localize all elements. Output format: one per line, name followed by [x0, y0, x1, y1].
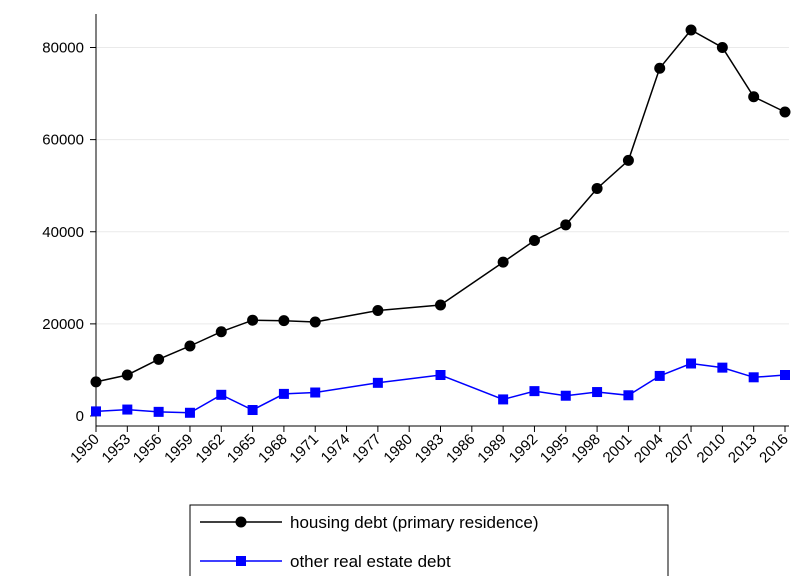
x-tick-label: 2010 [694, 431, 730, 467]
data-point-other [122, 404, 133, 415]
x-tick-label: 1959 [161, 431, 197, 467]
x-tick-label: 1962 [192, 431, 228, 467]
x-tick-label: 1974 [318, 431, 354, 467]
data-point-housing [591, 182, 603, 194]
data-point-other [498, 394, 509, 405]
y-tick-label: 60000 [42, 132, 84, 149]
gridlines [96, 47, 789, 325]
y-tick-label: 20000 [42, 316, 84, 333]
y-tick-label: 0 [76, 408, 84, 425]
data-point-housing [654, 62, 666, 74]
data-point-housing [215, 326, 227, 338]
data-point-housing [528, 235, 540, 247]
data-point-housing [153, 353, 165, 365]
series-group [90, 24, 791, 418]
legend-label-other: other real estate debt [290, 552, 451, 571]
x-tick-label: 2007 [662, 431, 698, 467]
x-tick-label: 1971 [286, 431, 322, 467]
data-point-housing [497, 256, 509, 268]
x-tick-label: 1986 [443, 431, 479, 467]
x-tick-label: 2001 [600, 431, 636, 467]
x-tick-label: 1953 [99, 431, 135, 467]
data-point-other [310, 387, 321, 398]
x-tick-label: 1977 [349, 431, 385, 467]
x-tick-label: 1998 [568, 431, 604, 467]
data-point-other [529, 386, 540, 397]
axes: 0200004000060000800001950195319561959196… [42, 14, 792, 466]
legend-box [189, 504, 669, 576]
data-point-other [748, 372, 759, 383]
data-point-other [592, 387, 603, 398]
x-tick-label: 1980 [380, 431, 416, 467]
data-point-other [278, 388, 289, 399]
data-point-other [184, 407, 195, 418]
data-point-other [91, 406, 101, 417]
data-point-other [153, 406, 164, 417]
y-tick-label: 80000 [42, 40, 84, 57]
data-point-housing [748, 91, 760, 103]
x-tick-label: 1950 [67, 431, 103, 467]
data-point-other [247, 405, 258, 416]
data-point-housing [435, 299, 446, 311]
data-point-housing [622, 154, 634, 166]
data-point-other [717, 362, 728, 373]
data-point-other [372, 377, 383, 388]
data-point-housing [278, 315, 290, 327]
data-point-housing [309, 316, 321, 328]
x-tick-label: 1989 [474, 431, 510, 467]
x-tick-label: 1992 [506, 431, 542, 467]
data-point-housing [716, 42, 728, 53]
data-point-other [654, 370, 665, 381]
x-tick-label: 1995 [537, 431, 573, 467]
data-point-other [216, 389, 227, 400]
x-tick-label: 1965 [224, 431, 260, 467]
legend-marker-housing [235, 516, 247, 528]
x-tick-label: 2004 [631, 431, 667, 467]
x-tick-label: 1983 [412, 431, 448, 467]
data-point-housing [372, 305, 384, 317]
series-line-other [95, 362, 786, 414]
series-line-housing [95, 29, 786, 383]
legend-label-housing: housing debt (primary residence) [290, 513, 539, 532]
x-tick-label: 1968 [255, 431, 291, 467]
y-tick-label: 40000 [42, 224, 84, 241]
legend-marker-other [236, 556, 246, 566]
data-point-other [623, 390, 634, 401]
data-point-housing [560, 219, 572, 231]
x-tick-label: 1956 [130, 431, 166, 467]
data-point-housing [184, 340, 196, 352]
data-point-other [435, 370, 446, 381]
data-point-housing [90, 376, 102, 388]
data-point-other [780, 370, 790, 381]
data-point-housing [247, 314, 259, 326]
data-point-housing [121, 369, 133, 381]
data-point-other [686, 358, 697, 369]
legend: housing debt (primary residence) other r… [189, 504, 669, 576]
data-point-housing [779, 106, 791, 118]
x-tick-label: 2016 [756, 431, 792, 467]
data-point-other [560, 390, 571, 401]
x-tick-label: 2013 [725, 431, 761, 467]
data-point-housing [685, 24, 697, 36]
